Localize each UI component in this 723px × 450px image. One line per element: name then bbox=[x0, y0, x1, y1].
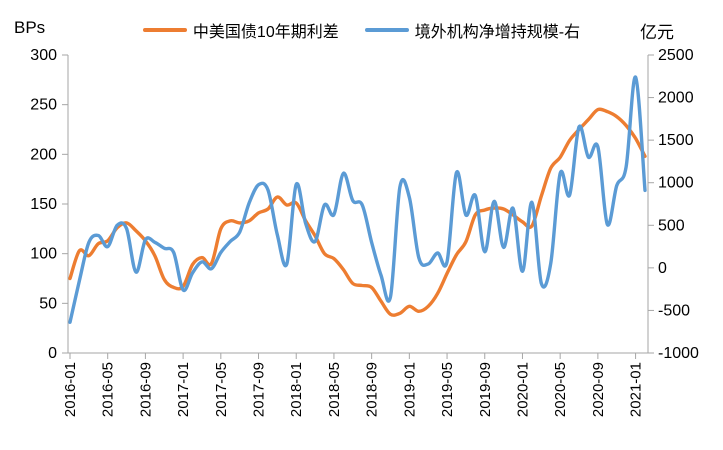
right-axis-tick-label: 1500 bbox=[658, 132, 694, 149]
left-axis-tick-label: 50 bbox=[39, 295, 57, 312]
x-axis-tick-label: 2021-01 bbox=[628, 362, 645, 417]
right-axis-tick-label: -500 bbox=[658, 302, 690, 319]
x-axis-tick-label: 2017-05 bbox=[213, 362, 230, 417]
x-axis-tick-label: 2016-01 bbox=[62, 362, 79, 417]
spread-line-series bbox=[68, 107, 647, 317]
right-axis-unit-label: 亿元 bbox=[640, 23, 674, 42]
x-axis-tick-label: 2016-05 bbox=[100, 362, 117, 417]
right-axis-tick-label: 2500 bbox=[658, 47, 694, 64]
x-axis-tick-label: 2020-05 bbox=[552, 362, 569, 417]
x-axis-tick-label: 2017-01 bbox=[175, 362, 192, 417]
x-axis-tick-label: 2019-05 bbox=[439, 362, 456, 417]
x-axis-tick-label: 2018-05 bbox=[326, 362, 343, 417]
right-axis-tick-label: 500 bbox=[658, 217, 685, 234]
right-axis-tick-label: 2000 bbox=[658, 90, 694, 107]
x-axis-tick-label: 2018-09 bbox=[364, 362, 381, 417]
left-axis-tick-label: 250 bbox=[30, 97, 57, 114]
right-axis-tick-label: 1000 bbox=[658, 175, 694, 192]
x-axis-tick-label: 2017-09 bbox=[251, 362, 268, 417]
left-axis-tick-label: 100 bbox=[30, 246, 57, 263]
holdings-line-series bbox=[68, 75, 647, 324]
x-axis-tick-label: 2020-09 bbox=[590, 362, 607, 417]
x-axis-tick-label: 2016-09 bbox=[137, 362, 154, 417]
left-axis-tick-label: 150 bbox=[30, 196, 57, 213]
left-axis-tick-label: 0 bbox=[48, 345, 57, 362]
right-axis-tick-label: -1000 bbox=[658, 345, 699, 362]
x-axis-tick-label: 2019-09 bbox=[477, 362, 494, 417]
left-axis-tick-label: 300 bbox=[30, 47, 57, 64]
x-axis-tick-label: 2020-01 bbox=[514, 362, 531, 417]
left-axis-tick-label: 200 bbox=[30, 146, 57, 163]
x-axis-tick-label: 2019-01 bbox=[401, 362, 418, 417]
right-axis-tick-label: 0 bbox=[658, 260, 667, 277]
x-axis-tick-label: 2018-01 bbox=[288, 362, 305, 417]
left-axis-unit-label: BPs bbox=[14, 18, 46, 37]
